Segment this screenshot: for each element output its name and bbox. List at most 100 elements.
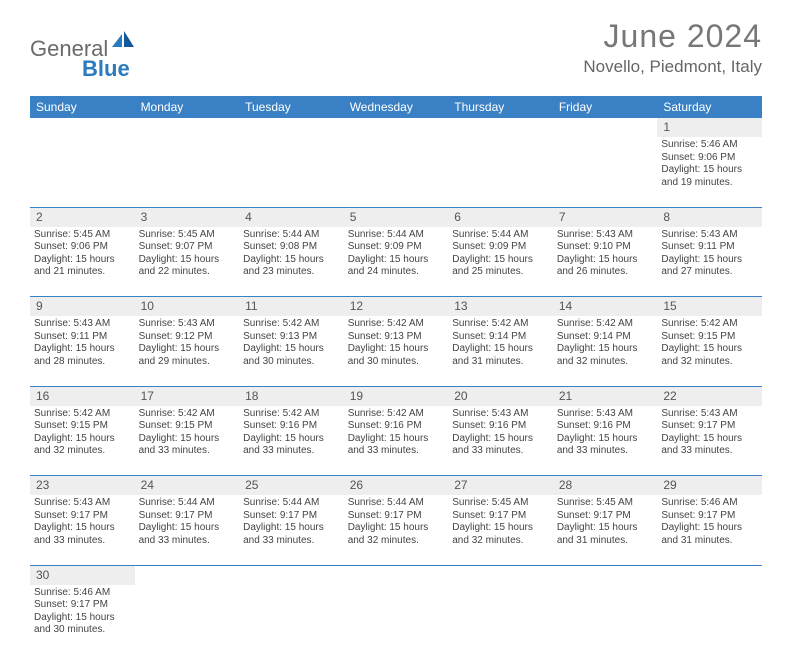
day-number-cell: 9 <box>30 297 135 317</box>
day-number-cell: 3 <box>135 207 240 227</box>
daylight-text: Daylight: 15 hours <box>139 254 236 267</box>
sunset-text: Sunset: 9:11 PM <box>34 331 131 344</box>
day-number-cell: 24 <box>135 476 240 496</box>
day-cell: Sunrise: 5:42 AMSunset: 9:15 PMDaylight:… <box>30 406 135 476</box>
sunset-text: Sunset: 9:13 PM <box>348 331 445 344</box>
day-cell <box>135 137 240 207</box>
sunrise-text: Sunrise: 5:44 AM <box>243 229 340 242</box>
daylight-text: Daylight: 15 hours <box>34 433 131 446</box>
daylight-text: Daylight: 15 hours <box>243 343 340 356</box>
daylight-text: Daylight: 15 hours <box>661 343 758 356</box>
day-cell <box>448 137 553 207</box>
day-cell: Sunrise: 5:43 AMSunset: 9:17 PMDaylight:… <box>657 406 762 476</box>
day-cell: Sunrise: 5:44 AMSunset: 9:08 PMDaylight:… <box>239 227 344 297</box>
day-number-cell: 26 <box>344 476 449 496</box>
sunrise-text: Sunrise: 5:46 AM <box>661 497 758 510</box>
day-number-cell: 4 <box>239 207 344 227</box>
sunrise-text: Sunrise: 5:42 AM <box>557 318 654 331</box>
sunset-text: Sunset: 9:15 PM <box>34 420 131 433</box>
day-cell <box>344 585 449 655</box>
day-number-cell: 6 <box>448 207 553 227</box>
day-number-cell: 1 <box>657 118 762 137</box>
sunrise-text: Sunrise: 5:42 AM <box>348 318 445 331</box>
daylight-text-2: and 32 minutes. <box>34 445 131 458</box>
daylight-text-2: and 33 minutes. <box>243 535 340 548</box>
sunset-text: Sunset: 9:15 PM <box>661 331 758 344</box>
day-cell <box>344 137 449 207</box>
sunrise-text: Sunrise: 5:45 AM <box>34 229 131 242</box>
day-number-cell: 10 <box>135 297 240 317</box>
day-number-cell: 20 <box>448 386 553 406</box>
sunrise-text: Sunrise: 5:43 AM <box>557 229 654 242</box>
sunset-text: Sunset: 9:17 PM <box>661 420 758 433</box>
daylight-text-2: and 32 minutes. <box>661 356 758 369</box>
daylight-text-2: and 21 minutes. <box>34 266 131 279</box>
week-row: Sunrise: 5:45 AMSunset: 9:06 PMDaylight:… <box>30 227 762 297</box>
sunset-text: Sunset: 9:17 PM <box>452 510 549 523</box>
daylight-text-2: and 25 minutes. <box>452 266 549 279</box>
day-number-cell: 15 <box>657 297 762 317</box>
day-cell: Sunrise: 5:45 AMSunset: 9:17 PMDaylight:… <box>448 495 553 565</box>
day-number-row: 2345678 <box>30 207 762 227</box>
day-cell: Sunrise: 5:43 AMSunset: 9:17 PMDaylight:… <box>30 495 135 565</box>
day-number-row: 16171819202122 <box>30 386 762 406</box>
day-number-cell <box>448 118 553 137</box>
day-cell: Sunrise: 5:46 AMSunset: 9:06 PMDaylight:… <box>657 137 762 207</box>
day-number-cell: 16 <box>30 386 135 406</box>
sunset-text: Sunset: 9:14 PM <box>452 331 549 344</box>
sunrise-text: Sunrise: 5:43 AM <box>661 229 758 242</box>
day-cell: Sunrise: 5:46 AMSunset: 9:17 PMDaylight:… <box>30 585 135 655</box>
daylight-text: Daylight: 15 hours <box>452 254 549 267</box>
daylight-text-2: and 33 minutes. <box>139 445 236 458</box>
day-number-cell: 29 <box>657 476 762 496</box>
weekday-header: Monday <box>135 96 240 118</box>
page-header: GeneralBlue June 2024 Novello, Piedmont,… <box>0 0 792 90</box>
sunrise-text: Sunrise: 5:42 AM <box>243 408 340 421</box>
weekday-header: Tuesday <box>239 96 344 118</box>
day-number-row: 9101112131415 <box>30 297 762 317</box>
weekday-header: Sunday <box>30 96 135 118</box>
day-cell: Sunrise: 5:42 AMSunset: 9:16 PMDaylight:… <box>344 406 449 476</box>
sunset-text: Sunset: 9:16 PM <box>348 420 445 433</box>
sunset-text: Sunset: 9:16 PM <box>452 420 549 433</box>
sunset-text: Sunset: 9:09 PM <box>452 241 549 254</box>
daylight-text-2: and 27 minutes. <box>661 266 758 279</box>
month-title: June 2024 <box>583 18 762 55</box>
day-cell: Sunrise: 5:42 AMSunset: 9:16 PMDaylight:… <box>239 406 344 476</box>
day-cell: Sunrise: 5:45 AMSunset: 9:17 PMDaylight:… <box>553 495 658 565</box>
sunset-text: Sunset: 9:12 PM <box>139 331 236 344</box>
day-number-cell <box>239 565 344 585</box>
weekday-header: Wednesday <box>344 96 449 118</box>
daylight-text: Daylight: 15 hours <box>139 522 236 535</box>
day-number-cell: 28 <box>553 476 658 496</box>
daylight-text: Daylight: 15 hours <box>348 254 445 267</box>
daylight-text-2: and 33 minutes. <box>661 445 758 458</box>
day-number-cell: 12 <box>344 297 449 317</box>
daylight-text-2: and 31 minutes. <box>661 535 758 548</box>
daylight-text-2: and 33 minutes. <box>34 535 131 548</box>
day-cell <box>30 137 135 207</box>
daylight-text: Daylight: 15 hours <box>661 164 758 177</box>
sunrise-text: Sunrise: 5:42 AM <box>661 318 758 331</box>
day-number-cell <box>553 565 658 585</box>
sunset-text: Sunset: 9:08 PM <box>243 241 340 254</box>
day-cell: Sunrise: 5:44 AMSunset: 9:17 PMDaylight:… <box>344 495 449 565</box>
day-number-cell: 7 <box>553 207 658 227</box>
daylight-text-2: and 30 minutes. <box>348 356 445 369</box>
sunrise-text: Sunrise: 5:43 AM <box>34 318 131 331</box>
day-cell: Sunrise: 5:43 AMSunset: 9:12 PMDaylight:… <box>135 316 240 386</box>
day-cell: Sunrise: 5:42 AMSunset: 9:15 PMDaylight:… <box>135 406 240 476</box>
sunrise-text: Sunrise: 5:44 AM <box>348 497 445 510</box>
day-number-cell <box>135 118 240 137</box>
sunset-text: Sunset: 9:13 PM <box>243 331 340 344</box>
daylight-text: Daylight: 15 hours <box>452 433 549 446</box>
daylight-text: Daylight: 15 hours <box>452 343 549 356</box>
sunrise-text: Sunrise: 5:46 AM <box>661 139 758 152</box>
daylight-text: Daylight: 15 hours <box>34 522 131 535</box>
day-number-cell <box>657 565 762 585</box>
sunset-text: Sunset: 9:17 PM <box>348 510 445 523</box>
daylight-text: Daylight: 15 hours <box>34 612 131 625</box>
sunrise-text: Sunrise: 5:43 AM <box>661 408 758 421</box>
sunrise-text: Sunrise: 5:43 AM <box>34 497 131 510</box>
sunset-text: Sunset: 9:17 PM <box>34 510 131 523</box>
